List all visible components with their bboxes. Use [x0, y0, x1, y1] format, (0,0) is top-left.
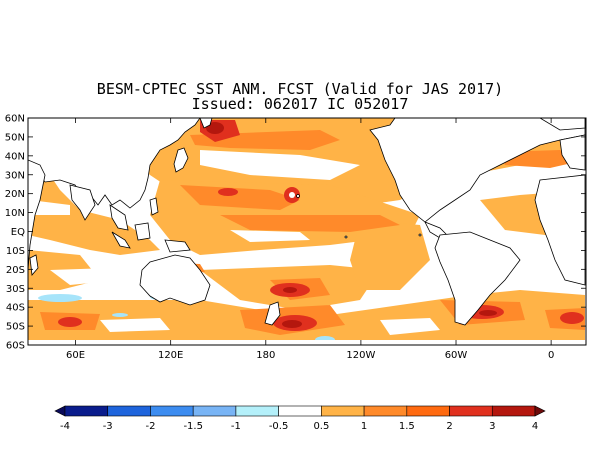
- colorbar-swatch: [192, 405, 237, 417]
- lat-label: 40N: [5, 151, 25, 162]
- lat-label: 10S: [6, 246, 25, 257]
- colorbar: -4 -3 -2 -1.5 -1 -0.5 0.5 1 1.5 2 3 4: [54, 405, 546, 432]
- land-sumatra: [111, 231, 131, 249]
- land-japan: [173, 147, 189, 173]
- colorbar-label: -3: [103, 421, 113, 432]
- colorbar-label: -0.5: [269, 421, 289, 432]
- lon-label: 60W: [445, 350, 468, 361]
- lat-label: 50N: [5, 132, 25, 143]
- colorbar-label: 4: [532, 421, 538, 432]
- land-europe: [559, 134, 586, 171]
- map-subtitle: Issued: 062017 IC 052017: [191, 95, 409, 113]
- colorbar-label: 1: [361, 421, 367, 432]
- colorbar-swatch: [363, 405, 408, 417]
- land-seasia: [109, 204, 129, 231]
- colorbar-swatch: [150, 405, 194, 417]
- lat-label: 60N: [5, 114, 25, 125]
- land-africa-west: [534, 174, 586, 286]
- land-australia: [139, 254, 211, 306]
- colorbar-over-arrow: [534, 405, 546, 417]
- colorbar-label: -1.5: [183, 421, 203, 432]
- land-hawaii: [296, 194, 300, 198]
- lat-label: 30S: [6, 284, 25, 295]
- lat-label: 20S: [6, 265, 25, 276]
- land-newzealand: [264, 301, 281, 326]
- land-borneo: [134, 222, 151, 241]
- colorbar-label: 1.5: [399, 421, 415, 432]
- colorbar-swatch: [491, 405, 536, 417]
- land-south-america: [434, 231, 521, 326]
- colorbar-swatch: [406, 405, 450, 417]
- lat-label: 20N: [5, 189, 25, 200]
- lat-label: 40S: [6, 303, 25, 314]
- colorbar-swatch: [107, 405, 151, 417]
- land-asia: [28, 118, 201, 209]
- land-masses: [28, 118, 586, 326]
- colorbar-label: 3: [489, 421, 495, 432]
- land-newguinea: [164, 239, 191, 253]
- colorbar-label: 0.5: [313, 421, 329, 432]
- lon-label: 60E: [66, 350, 85, 361]
- colorbar-label: -4: [60, 421, 70, 432]
- lon-label: 0: [548, 350, 554, 361]
- lon-label: 120E: [158, 350, 183, 361]
- map-field: [28, 118, 586, 345]
- map-title: BESM-CPTEC SST ANM. FCST (Valid for JAS …: [96, 80, 504, 98]
- latitude-axis: 60N 50N 40N 30N 20N 10N EQ 10S 20S 30S 40S 50S 60S: [5, 114, 586, 352]
- land-antarctica: [28, 340, 585, 345]
- land-india: [69, 184, 96, 221]
- lon-label: 180: [256, 350, 275, 361]
- lat-label: 50S: [6, 322, 25, 333]
- colorbar-label: 2: [446, 421, 452, 432]
- colorbar-swatch: [449, 405, 493, 417]
- longitude-axis: 60E 120E 180 120W 60W 0: [66, 118, 554, 361]
- lat-label: EQ: [11, 227, 25, 238]
- colorbar-under-arrow: [54, 405, 66, 417]
- colorbar-label: -1: [231, 421, 241, 432]
- lat-label: 10N: [5, 208, 25, 219]
- land-philippines: [149, 197, 159, 216]
- lon-label: 120W: [346, 350, 375, 361]
- colorbar-swatch: [321, 405, 365, 417]
- land-kamchatka: [199, 118, 213, 129]
- lat-label: 30N: [5, 170, 25, 181]
- colorbar-swatch: [64, 405, 109, 417]
- colorbar-swatch: [235, 405, 279, 417]
- anomaly-dark-red: [206, 122, 497, 328]
- colorbar-swatch: [278, 405, 322, 417]
- land-north-america: [369, 118, 586, 223]
- colorbar-label: -2: [146, 421, 156, 432]
- lat-label: 60S: [6, 341, 25, 352]
